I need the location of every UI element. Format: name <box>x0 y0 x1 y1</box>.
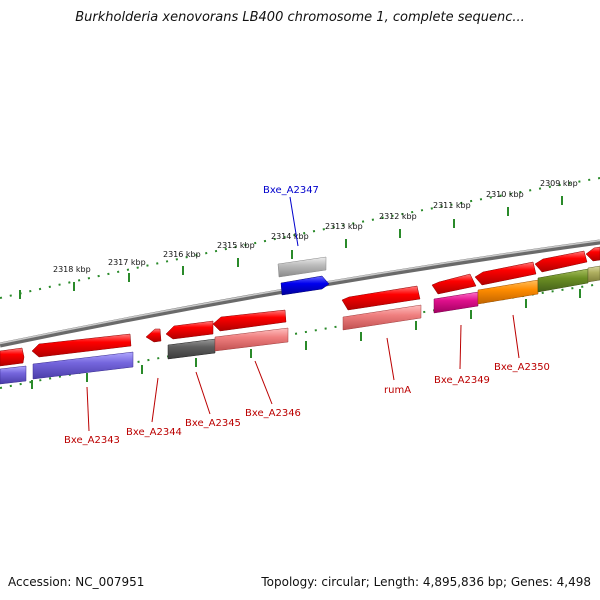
gene-label-Bxe_A2343[interactable]: Bxe_A2343 <box>64 435 120 446</box>
gene-label-Bxe_A2350[interactable]: Bxe_A2350 <box>494 362 550 373</box>
gene-bar[interactable] <box>0 365 27 385</box>
label-leaders <box>86 314 520 432</box>
gene-bar[interactable] <box>214 327 289 352</box>
gene-arrow[interactable] <box>165 320 214 340</box>
kbp-label: 2312 kbp <box>379 212 417 221</box>
kbp-labels: 2318 kbp 2317 kbp 2316 kbp 2315 kbp 2314… <box>53 179 578 274</box>
gene-arrow[interactable] <box>474 261 537 286</box>
kbp-label: 2314 kbp <box>271 232 309 241</box>
gene-bar[interactable] <box>167 338 216 360</box>
kbp-label: 2315 kbp <box>217 241 255 250</box>
reverse-strand <box>0 265 600 385</box>
genome-stats-text: Topology: circular; Length: 4,895,836 bp… <box>261 575 591 589</box>
accession-text: Accession: NC_007951 <box>8 575 145 589</box>
gene-bar[interactable] <box>477 279 539 305</box>
gene-arrow[interactable] <box>145 328 162 343</box>
gene-label-Bxe_A2345[interactable]: Bxe_A2345 <box>185 418 241 429</box>
map-title: Burkholderia xenovorans LB400 chromosome… <box>75 10 525 25</box>
gene-label-Bxe_A2346[interactable]: Bxe_A2346 <box>245 408 301 419</box>
gene-arrow[interactable] <box>212 309 287 332</box>
gene-arrow[interactable] <box>31 333 132 358</box>
gene-label-Bxe_A2344[interactable]: Bxe_A2344 <box>126 427 182 438</box>
gene-label-rumA[interactable]: rumA <box>384 385 411 396</box>
gene-bar[interactable] <box>433 291 479 314</box>
gene-arrow[interactable] <box>431 273 477 295</box>
kbp-label: 2310 kbp <box>486 190 524 199</box>
gene-bar[interactable] <box>537 268 589 293</box>
gene-Bxe_A2347[interactable] <box>277 256 330 296</box>
kbp-label: 2311 kbp <box>433 201 471 210</box>
label-leader-blue <box>289 196 299 247</box>
gene-bar[interactable] <box>587 265 600 283</box>
kbp-label: 2313 kbp <box>325 222 363 231</box>
gene-arrow[interactable] <box>585 246 600 262</box>
gene-arrow[interactable] <box>0 347 25 367</box>
kbp-label: 2309 kbp <box>540 179 578 188</box>
major-ticks <box>19 196 581 389</box>
gene-label-Bxe_A2349[interactable]: Bxe_A2349 <box>434 375 490 386</box>
gene-arrow[interactable] <box>341 285 421 311</box>
forward-strand <box>0 246 600 367</box>
kbp-label: 2317 kbp <box>108 258 146 267</box>
gene-label-Bxe_A2347[interactable]: Bxe_A2347 <box>263 185 319 196</box>
gene-bar[interactable] <box>32 351 134 380</box>
kbp-label: 2318 kbp <box>53 265 91 274</box>
gene-arrow[interactable] <box>534 250 588 273</box>
gene-bar[interactable] <box>342 304 422 331</box>
kbp-label: 2316 kbp <box>163 250 201 259</box>
